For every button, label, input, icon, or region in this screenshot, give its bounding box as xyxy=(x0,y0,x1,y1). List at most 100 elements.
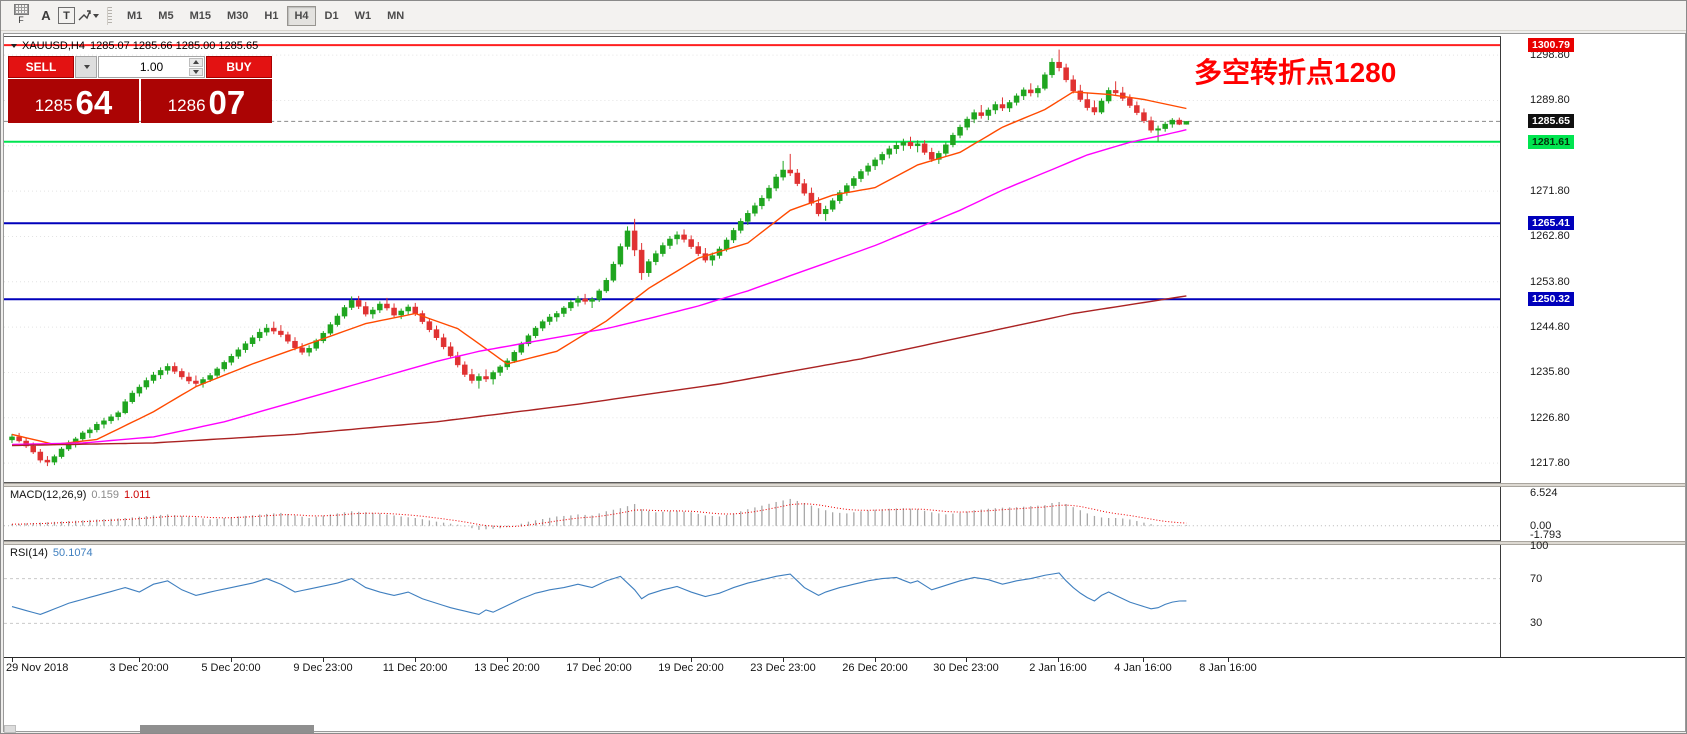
timeframe-m30[interactable]: M30 xyxy=(226,9,249,22)
price-axis-label: 1235.80 xyxy=(1530,366,1570,379)
price-level-badge: 1250.32 xyxy=(1528,292,1574,307)
timeframe-w1[interactable]: W1 xyxy=(354,9,372,22)
macd-signal-value: 1.011 xyxy=(123,489,151,501)
macd-label: MACD(12,26,9) 0.159 1.011 xyxy=(10,489,151,501)
time-axis-label: 26 Dec 20:00 xyxy=(842,662,908,674)
toolbar-f-label: F xyxy=(18,15,24,25)
timeframe-m5[interactable]: M5 xyxy=(158,9,174,22)
rsi-axis-label: 70 xyxy=(1530,573,1543,585)
rsi-panel[interactable]: RSI(14) 50.1074 xyxy=(4,545,1501,657)
price-chart-panel[interactable]: XAUUSD,H4 1285.07 1285.66 1285.00 1285.6… xyxy=(4,36,1501,483)
volume-input[interactable]: 1.00 xyxy=(98,56,205,78)
grid-icon[interactable] xyxy=(13,4,29,15)
rsi-axis-label: 100 xyxy=(1530,540,1549,552)
symbol-line: XAUUSD,H4 1285.07 1285.66 1285.00 1285.6… xyxy=(11,40,258,52)
sell-quote[interactable]: 1285 64 xyxy=(8,79,139,123)
time-axis-label: 2 Jan 16:00 xyxy=(1029,662,1087,674)
timeframe-d1[interactable]: D1 xyxy=(324,9,339,22)
text-tool-button[interactable]: T xyxy=(58,7,75,24)
time-axis-label: 29 Nov 2018 xyxy=(6,662,69,674)
time-axis-label: 17 Dec 20:00 xyxy=(566,662,632,674)
volume-value: 1.00 xyxy=(139,60,164,74)
timeframe-m1[interactable]: M1 xyxy=(127,9,143,22)
time-axis-label: 11 Dec 20:00 xyxy=(382,662,448,674)
horizontal-scrollbar[interactable] xyxy=(140,725,314,733)
time-axis-label: 13 Dec 20:00 xyxy=(474,662,540,674)
timeframe-h4[interactable]: H4 xyxy=(287,5,316,26)
timeframe-row: M1 M5 M15 M30 H1 H4 D1 W1 MN xyxy=(119,5,412,26)
macd-main-value: 0.159 xyxy=(91,489,119,501)
toolbar-corner-stack: F xyxy=(10,3,32,25)
time-axis[interactable]: 29 Nov 2018 3 Dec 20:00 5 Dec 20:00 9 Dec 2… xyxy=(4,657,1685,677)
macd-panel[interactable]: MACD(12,26,9) 0.159 1.011 xyxy=(4,487,1501,541)
toolbar-gripper[interactable] xyxy=(107,6,112,25)
candlestick-chart[interactable] xyxy=(4,37,1500,482)
text-label-tool-button[interactable]: A xyxy=(41,8,51,23)
macd-chart[interactable] xyxy=(4,487,1500,540)
time-axis-tick xyxy=(12,658,13,662)
volume-dropdown-button[interactable] xyxy=(75,56,97,78)
chart-workspace: XAUUSD,H4 1285.07 1285.66 1285.00 1285.6… xyxy=(3,33,1686,733)
rsi-label: RSI(14) 50.1074 xyxy=(10,547,93,559)
price-level-badge: 1265.41 xyxy=(1528,216,1574,231)
time-axis-tick xyxy=(415,658,416,662)
toolbar: F A T M1 M5 M15 M30 H1 H4 D1 W1 MN xyxy=(1,1,1686,31)
chevron-down-icon xyxy=(84,65,90,69)
time-axis-tick xyxy=(599,658,600,662)
time-axis-tick xyxy=(875,658,876,662)
price-axis-label: 1217.80 xyxy=(1530,457,1570,470)
macd-axis-label: -1.793 xyxy=(1530,529,1562,542)
panel-splitter[interactable] xyxy=(4,483,1685,487)
time-axis-label: 30 Dec 23:00 xyxy=(933,662,999,674)
buy-price-main: 1286 xyxy=(167,96,206,115)
buy-price-pips: 07 xyxy=(208,84,246,121)
buy-quote[interactable]: 1286 07 xyxy=(141,79,272,123)
time-axis-tick xyxy=(1058,658,1059,662)
time-axis-tick xyxy=(323,658,324,662)
ohlc-values: 1285.07 1285.66 1285.00 1285.65 xyxy=(89,40,259,52)
price-axis-label: 1289.80 xyxy=(1530,94,1570,107)
symbol-label: XAUUSD,H4 xyxy=(22,40,85,52)
timeframe-m15[interactable]: M15 xyxy=(189,9,211,22)
price-level-badge: 1281.61 xyxy=(1528,134,1574,149)
macd-name: MACD(12,26,9) xyxy=(10,489,87,501)
time-axis-label: 3 Dec 20:00 xyxy=(109,662,169,674)
timeframe-mn[interactable]: MN xyxy=(387,9,405,22)
rsi-chart[interactable] xyxy=(4,545,1500,657)
sell-price-pips: 64 xyxy=(75,84,113,121)
time-axis-label: 9 Dec 23:00 xyxy=(293,662,353,674)
arrows-tool-button[interactable] xyxy=(77,6,99,26)
macd-axis-label: 6.524 xyxy=(1530,486,1558,499)
panel-splitter[interactable] xyxy=(4,541,1685,545)
volume-increase-button[interactable] xyxy=(189,58,203,67)
chart-context-icon[interactable] xyxy=(11,44,17,48)
tools-row: A T M1 M5 M15 M30 H1 H4 D1 W1 MN xyxy=(35,1,412,30)
time-axis-tick xyxy=(507,658,508,662)
price-level-badge: 1300.79 xyxy=(1528,38,1574,53)
volume-stepper xyxy=(189,58,203,76)
time-axis-label: 23 Dec 23:00 xyxy=(750,662,816,674)
scrollbar-corner xyxy=(4,725,16,733)
price-axis-label: 1253.80 xyxy=(1530,275,1570,288)
time-axis-tick xyxy=(966,658,967,662)
chart-annotation: 多空转折点1280 xyxy=(1194,57,1397,88)
rsi-name: RSI(14) xyxy=(10,547,48,559)
rsi-value: 50.1074 xyxy=(52,547,93,559)
time-axis-label: 5 Dec 20:00 xyxy=(201,662,261,674)
arrows-tool-icon xyxy=(78,9,91,20)
sell-button[interactable]: SELL xyxy=(8,56,74,78)
volume-decrease-button[interactable] xyxy=(189,67,203,76)
rsi-axis-label: 30 xyxy=(1530,617,1543,629)
price-axis-label: 1298.80 xyxy=(1530,49,1570,62)
price-axis[interactable]: 1298.801289.801280.801271.801262.801253.… xyxy=(1504,34,1624,679)
time-axis-label: 19 Dec 20:00 xyxy=(658,662,724,674)
timeframe-h1[interactable]: H1 xyxy=(264,9,279,22)
time-axis-tick xyxy=(139,658,140,662)
buy-button[interactable]: BUY xyxy=(206,56,272,78)
time-axis-tick xyxy=(783,658,784,662)
time-axis-label: 4 Jan 16:00 xyxy=(1114,662,1172,674)
time-axis-label: 8 Jan 16:00 xyxy=(1199,662,1257,674)
macd-axis-label: 0.00 xyxy=(1530,520,1552,532)
time-axis-tick xyxy=(1143,658,1144,662)
